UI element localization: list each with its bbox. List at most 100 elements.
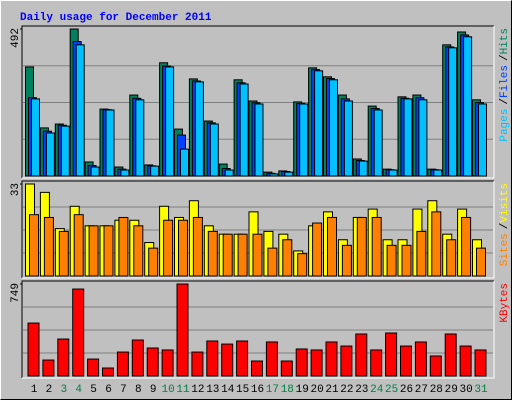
bar <box>433 169 443 177</box>
x-tick-label: 19 <box>296 384 309 396</box>
bar <box>265 341 278 377</box>
bar <box>284 171 294 177</box>
bar <box>135 99 145 177</box>
bar <box>373 109 383 177</box>
bar <box>269 173 279 177</box>
bar <box>236 340 249 377</box>
legend-separator: / <box>499 98 511 105</box>
bar <box>341 244 352 277</box>
y-tick-label: 33 <box>10 183 22 196</box>
bar <box>207 230 218 277</box>
x-tick-label: 13 <box>206 384 219 396</box>
bar <box>131 339 144 377</box>
bar <box>221 343 234 377</box>
bar <box>429 355 442 377</box>
bar <box>414 341 427 377</box>
bar <box>252 233 263 277</box>
bar <box>358 160 368 177</box>
x-tick-label: 3 <box>60 384 67 396</box>
x-tick-label: 9 <box>150 384 157 396</box>
bar <box>133 225 144 277</box>
bar <box>299 103 309 177</box>
x-tick-label: 26 <box>400 384 413 396</box>
x-tick-label: 27 <box>415 384 428 396</box>
legend-separator: / <box>499 54 511 61</box>
bar <box>87 358 100 377</box>
x-tick-label: 4 <box>75 384 82 396</box>
bar <box>73 214 84 277</box>
bar <box>446 239 457 277</box>
bar <box>386 244 397 277</box>
x-tick-label: 25 <box>385 384 398 396</box>
legend: Pages/Files/Hits <box>499 28 511 142</box>
bar <box>222 233 233 277</box>
bar <box>314 70 324 177</box>
bar <box>463 36 473 177</box>
x-tick-label: 7 <box>120 384 127 396</box>
bar <box>60 125 70 177</box>
bar <box>312 222 323 277</box>
bar <box>416 230 427 277</box>
legend-entry: Visits <box>499 183 511 223</box>
bar <box>163 219 174 277</box>
bar <box>209 123 219 177</box>
bar <box>72 288 85 377</box>
bar <box>239 83 249 177</box>
x-tick-label: 22 <box>340 384 353 396</box>
bar <box>403 98 413 177</box>
bar <box>150 165 160 177</box>
frame-dark <box>21 25 494 178</box>
bar <box>194 81 204 177</box>
legend: Sites /Visits <box>499 183 511 266</box>
bar <box>474 349 487 377</box>
frame-light <box>22 281 495 379</box>
bar <box>178 219 188 277</box>
frame-light <box>22 181 495 279</box>
bar <box>237 233 248 277</box>
bar <box>148 247 159 277</box>
bar <box>282 239 293 277</box>
bar <box>310 349 323 377</box>
bar <box>116 351 129 377</box>
frame-dark <box>21 180 494 278</box>
bar <box>327 216 337 277</box>
bar <box>180 148 189 177</box>
x-tick-label: 2 <box>46 384 53 396</box>
x-tick-label: 23 <box>355 384 368 396</box>
bar <box>267 247 278 277</box>
bar <box>297 253 308 277</box>
x-tick-label: 24 <box>370 384 384 396</box>
bar <box>176 283 189 377</box>
x-tick-label: 5 <box>90 384 97 396</box>
bar <box>146 347 159 377</box>
bar <box>29 214 39 277</box>
y-tick-label: 492 <box>10 28 22 48</box>
x-tick-label: 16 <box>251 384 264 396</box>
bar <box>418 99 428 177</box>
bar <box>329 79 338 177</box>
bar <box>57 338 70 377</box>
bar <box>401 244 412 277</box>
bar <box>88 225 99 277</box>
x-tick-label: 29 <box>445 384 458 396</box>
bar <box>478 103 487 177</box>
legend-entry: Hits <box>499 28 511 54</box>
y-tick-label: 749 <box>10 283 22 303</box>
bar <box>251 360 263 377</box>
bar <box>476 247 486 277</box>
legend-entry: Files <box>499 65 511 98</box>
bar <box>105 109 115 177</box>
bar <box>295 348 308 377</box>
x-tick-label: 17 <box>266 384 279 396</box>
legend-entry: Pages <box>499 109 511 142</box>
bar <box>388 169 398 177</box>
bar <box>192 216 203 277</box>
bar <box>461 216 472 277</box>
bar <box>459 345 472 377</box>
x-tick-label: 12 <box>191 384 204 396</box>
bar <box>58 230 69 277</box>
bar <box>42 359 55 377</box>
bar <box>385 332 398 377</box>
